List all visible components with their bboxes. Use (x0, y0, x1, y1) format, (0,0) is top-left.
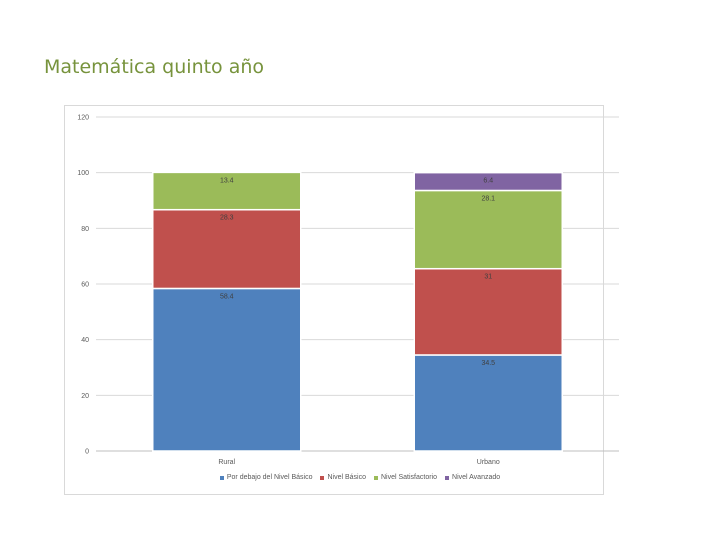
legend-label: Nivel Satisfactorio (380, 474, 438, 481)
legend-item: Por debajo del Nivel Básico (219, 474, 313, 481)
bar-segment (413, 189, 563, 270)
data-label: 34.5 (481, 360, 495, 367)
legend-swatch (373, 475, 378, 480)
data-label: 31 (484, 274, 492, 281)
y-tick-label: 20 (81, 393, 89, 400)
bar-segment (152, 208, 302, 290)
legend-label: Nivel Básico (327, 474, 366, 481)
legend-item: Nivel Satisfactorio (373, 474, 438, 481)
legend-label: Nivel Avanzado (452, 474, 501, 481)
y-tick-label: 40 (81, 337, 89, 344)
legend-swatch (219, 475, 224, 480)
slide-title: Matemática quinto año (44, 56, 265, 78)
chart-legend: Por debajo del Nivel Básico Nivel Básico N… (0, 474, 720, 481)
y-tick-label: 60 (81, 282, 89, 289)
y-tick-label: 100 (77, 170, 89, 177)
bar-segment (152, 287, 302, 452)
legend-label: Por debajo del Nivel Básico (226, 474, 313, 481)
data-label: 58.4 (220, 293, 234, 300)
legend-item: Nivel Básico (320, 474, 366, 481)
y-tick-label: 0 (85, 449, 89, 456)
data-label: 13.4 (220, 177, 234, 184)
data-label: 28.3 (220, 215, 234, 222)
y-tick-label: 80 (81, 226, 89, 233)
x-tick-label: Rural (218, 459, 235, 466)
legend-item: Nivel Avanzado (445, 474, 500, 481)
y-tick-label: 120 (77, 115, 89, 122)
data-label: 28.1 (481, 195, 495, 202)
bar-segment (413, 267, 563, 356)
legend-swatch (320, 475, 325, 480)
bar-segment (152, 171, 302, 211)
data-label: 6.4 (483, 178, 493, 185)
bar-segment (413, 354, 563, 452)
legend-swatch (445, 475, 450, 480)
x-tick-label: Urbano (477, 459, 500, 466)
bar-segment (413, 171, 563, 192)
